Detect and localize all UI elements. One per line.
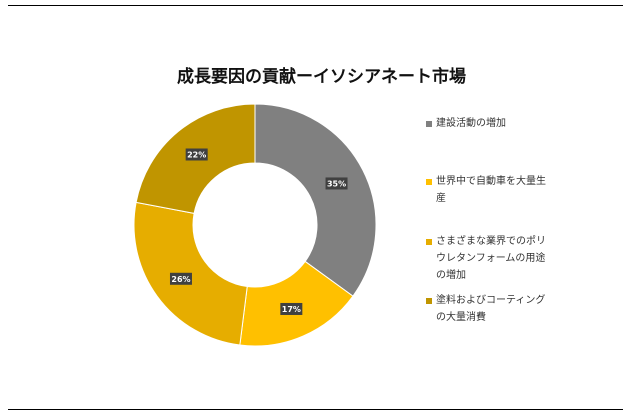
- data-label: 22%: [185, 148, 208, 161]
- data-label-text: 17%: [282, 305, 301, 314]
- data-label-text: 35%: [327, 179, 346, 188]
- legend-swatch: [426, 298, 432, 304]
- data-label: 35%: [325, 177, 348, 190]
- bottom-rule: [8, 409, 623, 410]
- legend-label: さまざまな業界でのポリ ウレタンフォームの用途 の増加: [436, 236, 546, 281]
- chart-title: 成長要因の貢献ーイソシアネート市場: [177, 67, 466, 87]
- legend-swatch: [426, 179, 432, 185]
- legend-swatch: [426, 121, 432, 127]
- data-label-text: 26%: [171, 275, 190, 284]
- data-label: 26%: [169, 272, 192, 285]
- top-rule: [8, 5, 623, 6]
- legend-label: 塗料およびコーティング の大量消費: [436, 295, 546, 323]
- data-label: 17%: [280, 302, 303, 315]
- data-label-text: 22%: [187, 150, 206, 159]
- legend-label: 世界中で自動車を大量生 産: [436, 176, 546, 204]
- legend-label: 建設活動の増加: [436, 118, 506, 129]
- legend-swatch: [426, 239, 432, 245]
- donut-slice: [254, 103, 377, 297]
